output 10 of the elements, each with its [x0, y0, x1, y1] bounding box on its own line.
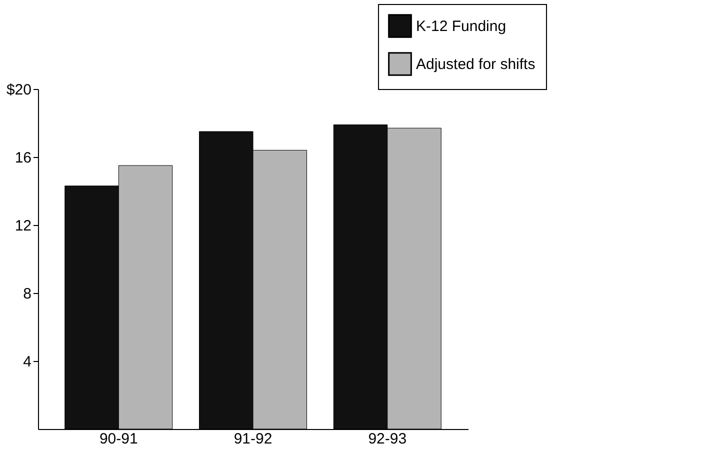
- y-tick-label: 16: [14, 150, 32, 166]
- x-tick-label: 90-91: [99, 430, 138, 448]
- y-tick-label: 12: [14, 218, 32, 234]
- legend-label: K-12 Funding: [416, 18, 506, 35]
- y-tick-label: 8: [23, 286, 32, 302]
- y-tick-label: 4: [23, 354, 32, 370]
- x-tick-label: 91-92: [234, 430, 272, 448]
- x-tick-label: 92-93: [368, 430, 407, 448]
- y-tick-label: $20: [6, 82, 32, 98]
- legend-label: Adjusted for shifts: [416, 56, 536, 73]
